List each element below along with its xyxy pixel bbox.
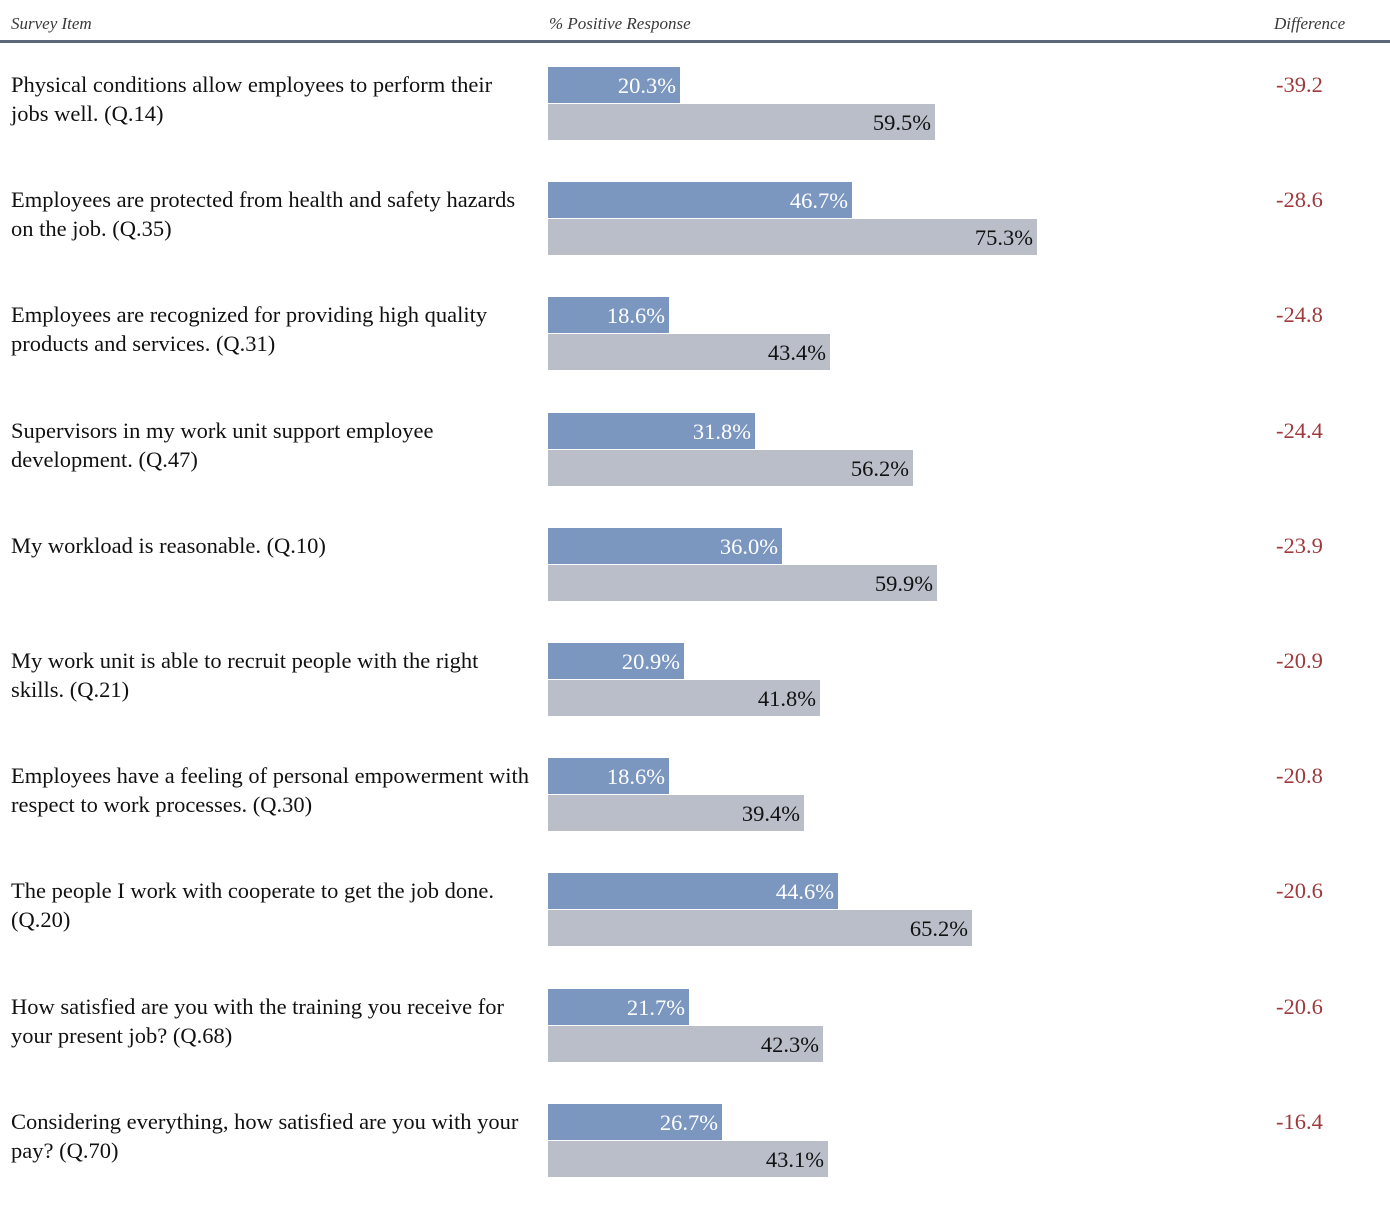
bar-series-a: 18.6%: [548, 297, 669, 333]
bar-series-a: 18.6%: [548, 758, 669, 794]
bar-series-a: 26.7%: [548, 1104, 722, 1140]
bar-value-label: 31.8%: [692, 419, 751, 444]
table-row: Supervisors in my work unit support empl…: [0, 413, 1390, 528]
difference-value: -20.8: [1276, 763, 1323, 788]
difference-value: -39.2: [1276, 72, 1323, 97]
bar-value-label: 65.2%: [909, 916, 968, 941]
difference-value: -23.9: [1276, 533, 1323, 558]
bar-value-label: 59.5%: [872, 110, 931, 135]
survey-item-label: Considering everything, how satisfied ar…: [11, 1109, 519, 1163]
bar-value-label: 20.9%: [621, 649, 680, 674]
difference-value: -24.8: [1276, 302, 1323, 327]
table-header: Survey Item % Positive Response Differen…: [0, 0, 1390, 44]
bar-series-a: 44.6%: [548, 873, 838, 909]
bar-value-label: 46.7%: [789, 188, 848, 213]
difference-value: -16.4: [1276, 1109, 1323, 1134]
bar-value-label: 43.1%: [765, 1147, 824, 1172]
survey-item-label: Physical conditions allow employees to p…: [11, 72, 493, 126]
bar-series-b: 56.2%: [548, 450, 913, 486]
bar-series-a: 20.3%: [548, 67, 680, 103]
survey-item-label: Employees are protected from health and …: [11, 187, 516, 241]
difference-value: -20.6: [1276, 878, 1323, 903]
table-row: My workload is reasonable. (Q.10) 36.0% 59…: [0, 528, 1390, 643]
table-row: My work unit is able to recruit people w…: [0, 643, 1390, 758]
difference-value: -24.4: [1276, 418, 1323, 443]
survey-item-label: My workload is reasonable. (Q.10): [11, 533, 326, 558]
table-row: Considering everything, how satisfied ar…: [0, 1104, 1390, 1219]
bar-value-label: 26.7%: [659, 1110, 718, 1135]
bar-value-label: 59.9%: [874, 571, 933, 596]
survey-item-label: How satisfied are you with the training …: [11, 994, 504, 1048]
survey-item-label: The people I work with cooperate to get …: [11, 878, 494, 932]
table-row: Employees have a feeling of personal emp…: [0, 758, 1390, 873]
survey-item-label: My work unit is able to recruit people w…: [11, 648, 479, 702]
chart-body: Physical conditions allow employees to p…: [0, 67, 1390, 1177]
bar-value-label: 18.6%: [606, 764, 665, 789]
bar-value-label: 36.0%: [719, 534, 778, 559]
difference-column-header: Difference: [1274, 14, 1346, 33]
bar-value-label: 75.3%: [974, 225, 1033, 250]
bar-series-a: 20.9%: [548, 643, 684, 679]
positive-response-column-header: % Positive Response: [549, 14, 691, 33]
difference-value: -28.6: [1276, 187, 1323, 212]
bar-series-a: 21.7%: [548, 989, 689, 1025]
bar-value-label: 39.4%: [741, 801, 800, 826]
bar-value-label: 42.3%: [760, 1032, 819, 1057]
table-row: Employees are protected from health and …: [0, 182, 1390, 297]
header-rule: [0, 40, 1390, 43]
bar-series-b: 43.4%: [548, 334, 830, 370]
bar-series-a: 36.0%: [548, 528, 782, 564]
bar-series-b: 59.9%: [548, 565, 937, 601]
survey-item-label: Employees have a feeling of personal emp…: [11, 763, 529, 817]
bar-series-b: 39.4%: [548, 795, 804, 831]
bar-series-b: 75.3%: [548, 219, 1037, 255]
survey-item-label: Employees are recognized for providing h…: [11, 302, 488, 356]
table-row: Employees are recognized for providing h…: [0, 297, 1390, 412]
bar-value-label: 44.6%: [775, 879, 834, 904]
bar-value-label: 20.3%: [617, 73, 676, 98]
bar-value-label: 41.8%: [757, 686, 816, 711]
bar-series-b: 43.1%: [548, 1141, 828, 1177]
bar-series-b: 42.3%: [548, 1026, 823, 1062]
survey-item-label: Supervisors in my work unit support empl…: [11, 418, 434, 472]
table-row: How satisfied are you with the training …: [0, 989, 1390, 1104]
bar-value-label: 56.2%: [850, 456, 909, 481]
bar-series-b: 41.8%: [548, 680, 820, 716]
bar-series-a: 46.7%: [548, 182, 852, 218]
bar-value-label: 43.4%: [767, 340, 826, 365]
bar-value-label: 21.7%: [626, 995, 685, 1020]
difference-value: -20.9: [1276, 648, 1323, 673]
difference-value: -20.6: [1276, 994, 1323, 1019]
bar-series-b: 59.5%: [548, 104, 935, 140]
survey-item-column-header: Survey Item: [11, 14, 92, 33]
bar-value-label: 18.6%: [606, 303, 665, 328]
table-row: The people I work with cooperate to get …: [0, 873, 1390, 988]
bar-series-a: 31.8%: [548, 413, 755, 449]
table-row: Physical conditions allow employees to p…: [0, 67, 1390, 182]
bar-series-b: 65.2%: [548, 910, 972, 946]
